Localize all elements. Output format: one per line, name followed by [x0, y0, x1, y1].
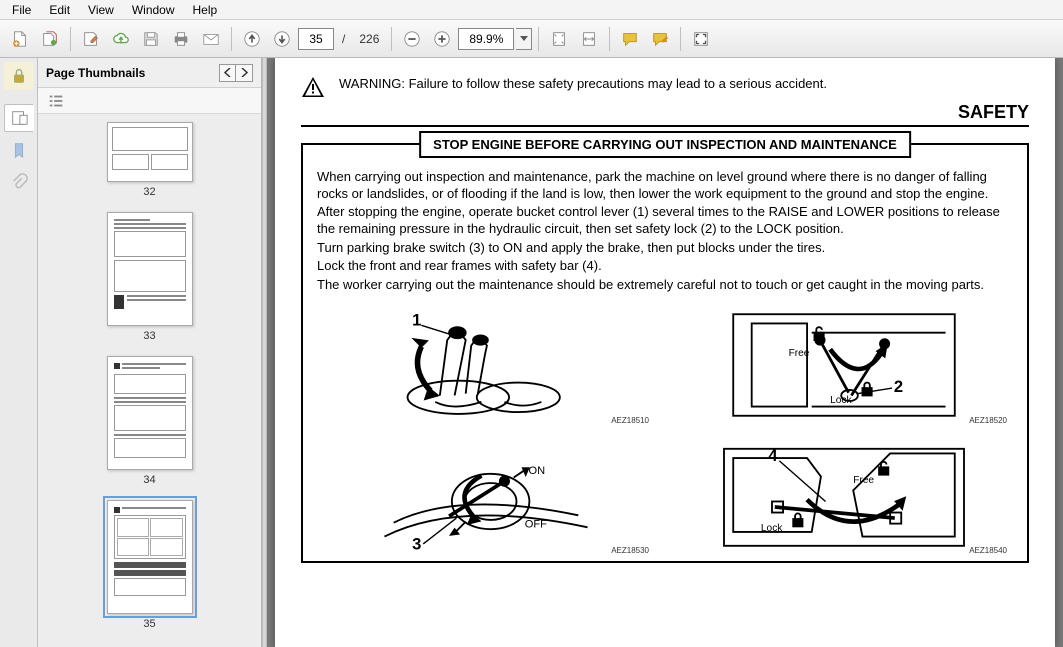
section-rule — [301, 125, 1029, 127]
attachments-tab[interactable] — [4, 168, 34, 196]
section-heading: SAFETY — [301, 102, 1029, 123]
svg-text:Free: Free — [789, 348, 810, 359]
thumbnail-32[interactable]: 32 — [107, 122, 193, 198]
menu-help[interactable]: Help — [185, 1, 226, 19]
thumb-next-button[interactable] — [236, 65, 252, 81]
main-area: Page Thumbnails 32 33 34 — [0, 58, 1063, 647]
edit-button[interactable] — [77, 25, 105, 53]
svg-text:ON: ON — [528, 465, 545, 477]
cloud-button[interactable] — [107, 25, 135, 53]
fit-page-button[interactable] — [545, 25, 573, 53]
thumbnail-35[interactable]: 35 — [107, 500, 193, 630]
diagram-code: AEZ18540 — [969, 546, 1007, 555]
print-button[interactable] — [167, 25, 195, 53]
menu-file[interactable]: File — [4, 1, 39, 19]
thumbnail-34[interactable]: 34 — [107, 356, 193, 486]
paragraph: When carrying out inspection and mainten… — [317, 169, 1013, 202]
svg-text:4: 4 — [768, 446, 778, 465]
thumbnails-options-bar — [38, 88, 261, 114]
save-button[interactable] — [137, 25, 165, 53]
svg-text:3: 3 — [412, 535, 421, 554]
toolbar: / 226 — [0, 20, 1063, 58]
paragraph: After stopping the engine, operate bucke… — [317, 204, 1013, 237]
paragraph: Lock the front and rear frames with safe… — [317, 258, 1013, 275]
side-rail — [0, 58, 38, 647]
svg-text:Free: Free — [853, 475, 874, 486]
bookmarks-tab[interactable] — [4, 136, 34, 164]
comment-button[interactable] — [616, 25, 644, 53]
diagram-grid: 1 AEZ18510 — [317, 305, 1013, 555]
email-button[interactable] — [197, 25, 225, 53]
lock-icon[interactable] — [4, 62, 34, 90]
zoom-in-button[interactable] — [428, 25, 456, 53]
warning-icon — [301, 76, 325, 98]
page-separator: / — [336, 32, 351, 46]
thumb-prev-button[interactable] — [220, 65, 236, 81]
diagram-4: Free Lock 4 AEZ18540 — [675, 435, 1013, 555]
prev-page-button[interactable] — [238, 25, 266, 53]
fit-width-button[interactable] — [575, 25, 603, 53]
svg-text:Lock: Lock — [761, 523, 783, 534]
thumb-options-button[interactable] — [44, 91, 68, 111]
create-pdf-button[interactable] — [6, 25, 34, 53]
svg-text:1: 1 — [412, 311, 421, 330]
next-page-button[interactable] — [268, 25, 296, 53]
zoom-dropdown[interactable] — [516, 28, 532, 50]
paragraph: The worker carrying out the maintenance … — [317, 277, 1013, 294]
page-number-input[interactable] — [298, 28, 334, 50]
diagram-2: Free Lock 2 AEZ18520 — [675, 305, 1013, 425]
zoom-input[interactable] — [458, 28, 514, 50]
zoom-out-button[interactable] — [398, 25, 426, 53]
box-title: STOP ENGINE BEFORE CARRYING OUT INSPECTI… — [419, 131, 911, 158]
menu-edit[interactable]: Edit — [41, 1, 78, 19]
thumbnails-tab[interactable] — [4, 104, 34, 132]
thumbnail-33[interactable]: 33 — [107, 212, 193, 342]
svg-text:2: 2 — [894, 377, 903, 396]
combine-files-button[interactable] — [36, 25, 64, 53]
thumbnails-title: Page Thumbnails — [46, 66, 145, 80]
pdf-page: WARNING: Failure to follow these safety … — [275, 58, 1055, 647]
svg-text:Lock: Lock — [830, 395, 852, 406]
page-total: 226 — [353, 32, 385, 46]
document-viewport[interactable]: WARNING: Failure to follow these safety … — [267, 58, 1063, 647]
diagram-1: 1 AEZ18510 — [317, 305, 655, 425]
menu-bar: File Edit View Window Help — [0, 0, 1063, 20]
thumbnails-panel: Page Thumbnails 32 33 34 — [38, 58, 262, 647]
diagram-code: AEZ18520 — [969, 416, 1007, 425]
menu-view[interactable]: View — [80, 1, 122, 19]
thumbnails-list[interactable]: 32 33 34 35 — [38, 114, 261, 647]
fullscreen-button[interactable] — [687, 25, 715, 53]
diagram-code: AEZ18530 — [611, 546, 649, 555]
warning-text: WARNING: Failure to follow these safety … — [339, 76, 827, 92]
thumbnail-label: 32 — [143, 186, 155, 198]
thumbnail-label: 34 — [143, 474, 155, 486]
thumbnails-header: Page Thumbnails — [38, 58, 261, 88]
share-comment-button[interactable] — [646, 25, 674, 53]
diagram-code: AEZ18510 — [611, 416, 649, 425]
content-box: STOP ENGINE BEFORE CARRYING OUT INSPECTI… — [301, 143, 1029, 563]
thumbnail-label: 33 — [143, 330, 155, 342]
paragraph: Turn parking brake switch (3) to ON and … — [317, 240, 1013, 257]
menu-window[interactable]: Window — [124, 1, 183, 19]
diagram-3: ON OFF 3 AEZ18530 — [317, 435, 655, 555]
thumbnail-label: 35 — [143, 618, 155, 630]
svg-text:OFF: OFF — [525, 519, 547, 531]
